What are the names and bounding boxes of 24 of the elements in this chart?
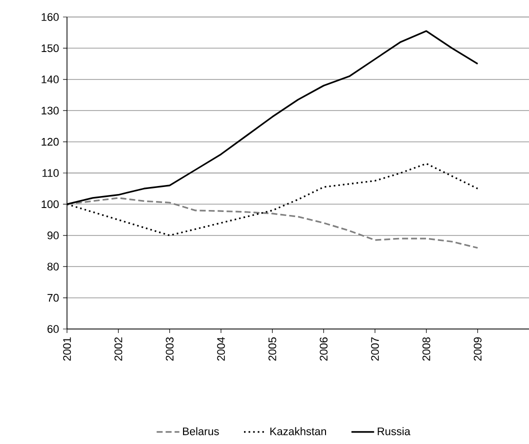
y-tick-label: 90 [47,232,59,240]
y-tick-label: 160 [42,13,59,21]
y-tick-label: 150 [42,44,59,52]
x-tick-label: 2005 [268,337,276,361]
x-tick-label: 2006 [320,337,328,361]
y-tick-label: 80 [47,262,59,270]
x-tick-label: 2009 [474,337,482,361]
y-tick-label: 60 [48,325,59,333]
y-tick-label: 140 [42,76,59,84]
legend-label: Belarus [183,427,219,436]
legend-label: Russia [378,427,410,436]
x-tick-label: 2002 [114,337,122,361]
x-tick-label: 2008 [422,337,430,361]
y-tick-label: 100 [42,200,59,208]
line-series [66,197,478,249]
y-tick-label: 70 [48,294,59,302]
x-tick-label: 2001 [63,337,71,361]
x-tick-label: 2007 [371,337,379,361]
y-tick-label: 120 [42,138,59,146]
legend-label: Kazakhstan [270,427,326,436]
x-tick-label: 2004 [217,337,225,361]
x-tick-label: 2003 [166,337,174,361]
y-tick-label: 130 [42,106,59,114]
y-tick-label: 110 [42,169,59,177]
